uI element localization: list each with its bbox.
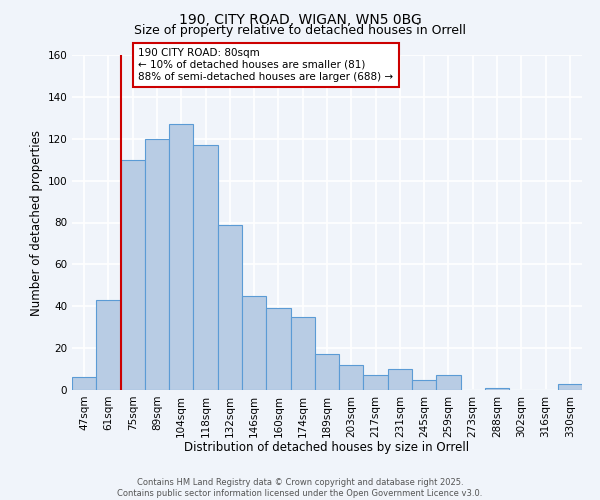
Bar xyxy=(121,160,145,390)
Bar xyxy=(266,308,290,390)
Text: 190, CITY ROAD, WIGAN, WN5 0BG: 190, CITY ROAD, WIGAN, WN5 0BG xyxy=(179,12,421,26)
Bar xyxy=(412,380,436,390)
Bar xyxy=(218,224,242,390)
Bar xyxy=(485,388,509,390)
Bar xyxy=(169,124,193,390)
Bar xyxy=(388,369,412,390)
Bar xyxy=(96,300,121,390)
Bar xyxy=(364,376,388,390)
Bar xyxy=(315,354,339,390)
Bar xyxy=(436,376,461,390)
Bar xyxy=(242,296,266,390)
Text: Size of property relative to detached houses in Orrell: Size of property relative to detached ho… xyxy=(134,24,466,37)
Bar xyxy=(558,384,582,390)
Bar xyxy=(145,138,169,390)
Bar xyxy=(193,145,218,390)
X-axis label: Distribution of detached houses by size in Orrell: Distribution of detached houses by size … xyxy=(184,441,470,454)
Y-axis label: Number of detached properties: Number of detached properties xyxy=(30,130,43,316)
Bar xyxy=(290,316,315,390)
Text: 190 CITY ROAD: 80sqm
← 10% of detached houses are smaller (81)
88% of semi-detac: 190 CITY ROAD: 80sqm ← 10% of detached h… xyxy=(139,48,394,82)
Bar xyxy=(339,365,364,390)
Bar xyxy=(72,378,96,390)
Text: Contains HM Land Registry data © Crown copyright and database right 2025.
Contai: Contains HM Land Registry data © Crown c… xyxy=(118,478,482,498)
